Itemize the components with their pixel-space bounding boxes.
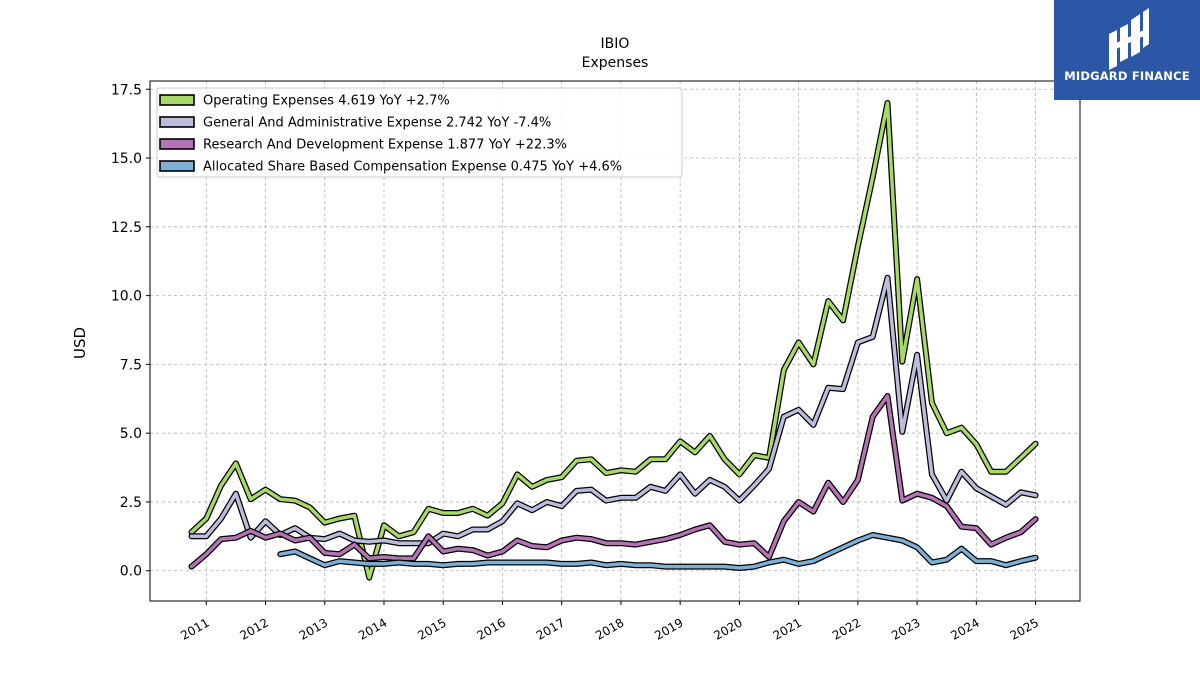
- series-line-1: [189, 275, 1038, 545]
- legend-swatch-1: [159, 116, 195, 128]
- x-tick-label: 2024: [948, 615, 981, 642]
- legend-entry-0: Operating Expenses 4.619 YoY +2.7%: [203, 94, 450, 109]
- y-tick-label: 17.5: [111, 82, 142, 98]
- x-tick-label: 2025: [1008, 615, 1041, 642]
- x-tick-label: 2020: [711, 615, 744, 642]
- series-line-0: [189, 101, 1038, 580]
- x-tick-label: 2019: [652, 615, 685, 642]
- y-tick-label: 12.5: [111, 220, 142, 236]
- series-line-2: [189, 394, 1038, 569]
- brand-logo-icon: [1109, 8, 1149, 70]
- series-line-3: [278, 533, 1038, 570]
- legend-entry-2: Research And Development Expense 1.877 Y…: [203, 138, 567, 153]
- y-tick-label: 5.0: [120, 426, 142, 442]
- legend-swatch-2: [159, 138, 195, 150]
- chart-subtitle: Expenses: [582, 55, 649, 71]
- x-tick-label: 2022: [830, 615, 863, 642]
- x-tick-label: 2016: [474, 615, 507, 642]
- legend-swatch-0: [159, 94, 195, 106]
- y-axis-label: USD: [71, 327, 89, 359]
- x-axis-ticks: 2011 2012 2013 2014 2015 2016 2017 2018 2019 2020…: [178, 601, 1041, 643]
- x-tick-label: 2011: [178, 615, 211, 642]
- chart-title: IBIO: [601, 36, 630, 52]
- y-tick-label: 10.0: [111, 289, 142, 305]
- legend-swatch-3: [159, 160, 195, 172]
- y-tick-label: 2.5: [120, 495, 142, 511]
- x-tick-label: 2023: [889, 615, 922, 642]
- legend: Operating Expenses 4.619 YoY +2.7% Genera…: [156, 87, 683, 178]
- x-tick-label: 2014: [356, 615, 389, 642]
- x-tick-label: 2018: [593, 615, 626, 642]
- legend-entry-3: Allocated Share Based Compensation Expen…: [203, 160, 622, 175]
- y-axis-ticks: 0.0 2.5 5.0 7.5 10.0 12.5 15.0 17.5: [111, 82, 150, 580]
- x-tick-label: 2021: [771, 615, 804, 642]
- brand-name: MIDGARD FINANCE: [1064, 69, 1190, 83]
- x-tick-label: 2017: [534, 615, 567, 642]
- y-tick-label: 7.5: [120, 357, 142, 373]
- legend-entry-1: General And Administrative Expense 2.742…: [203, 116, 551, 131]
- series-lines: [188, 100, 1039, 581]
- legend-box: [156, 87, 683, 178]
- y-tick-label: 0.0: [120, 564, 142, 580]
- plot-frame: [149, 80, 1081, 602]
- y-tick-label: 15.0: [111, 151, 142, 167]
- x-tick-label: 2013: [297, 615, 330, 642]
- brand-logo: MIDGARD FINANCE: [1054, 0, 1200, 100]
- x-tick-label: 2012: [238, 615, 271, 642]
- x-tick-label: 2015: [415, 615, 448, 642]
